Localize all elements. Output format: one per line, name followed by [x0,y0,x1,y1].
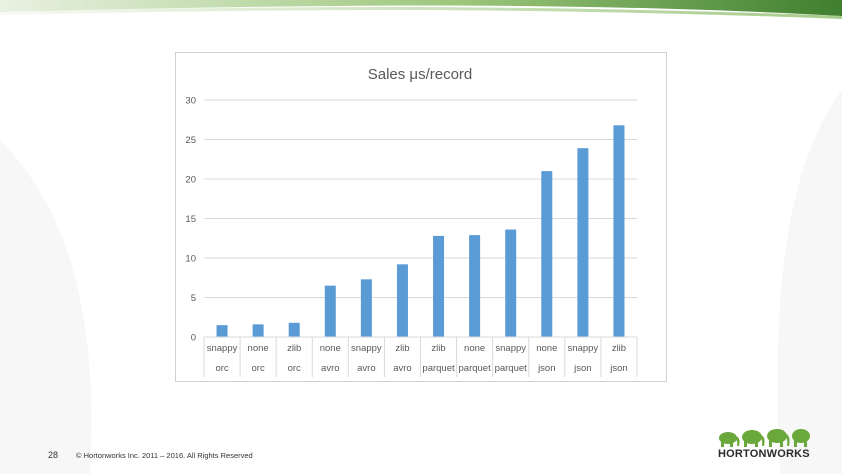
bar [252,324,264,337]
y-tick-label: 0 [191,333,196,344]
x-category-compression-label: none [464,343,485,354]
x-axis-category-table: snappy orc none orc zlib orc none avro snappy avr… [203,336,638,377]
x-category-format-label: parquet [459,363,492,374]
x-category-compression-label: snappy [351,343,382,354]
bar-chart: Sales μs/record 0 5 10 15 20 25 30 snappy orc no… [185,66,638,377]
bar [613,125,625,337]
chart-frame: Sales μs/record 0 5 10 15 20 25 30 snappy orc no… [175,52,667,382]
x-category-compression-label: none [248,343,269,354]
bar [324,285,336,337]
x-category-format-label: avro [393,363,411,374]
x-category-compression-label: snappy [495,343,526,354]
bar [360,279,372,337]
x-category-format-label: parquet [422,363,455,374]
bar [577,148,589,337]
x-category-format-label: json [573,363,591,374]
bars [216,125,625,337]
logo-wordmark: HORTONWORKS [718,448,810,460]
x-category-compression-label: snappy [207,343,238,354]
y-tick-label: 5 [191,293,196,304]
x-category-format-label: json [537,363,555,374]
bar [216,325,228,337]
y-tick-label: 15 [185,214,196,225]
bar [541,171,553,337]
x-category-format-label: json [609,363,627,374]
x-category-compression-label: zlib [287,343,301,354]
bar [433,235,445,337]
copyright-notice: © Hortonworks Inc. 2011 – 2016. All Righ… [76,451,253,460]
bar [396,264,408,337]
y-tick-label: 10 [185,254,196,265]
x-category-compression-label: zlib [431,343,445,354]
x-category-compression-label: snappy [568,343,599,354]
y-tick-label: 20 [185,175,196,186]
page-number: 28 [48,450,59,460]
x-category-format-label: avro [357,363,375,374]
x-category-format-label: orc [215,363,228,374]
y-tick-label: 25 [185,135,196,146]
gridlines [204,99,637,338]
x-category-format-label: parquet [495,363,528,374]
hortonworks-elephants-logo-icon [719,429,810,447]
x-category-compression-label: zlib [612,343,626,354]
bar [469,235,481,337]
y-axis-tick-labels: 0 5 10 15 20 25 30 [185,96,196,344]
bar [288,322,300,337]
x-category-format-label: orc [252,363,265,374]
x-category-format-label: orc [288,363,301,374]
y-tick-label: 30 [185,96,196,107]
bar [505,229,517,337]
x-category-compression-label: none [320,343,341,354]
x-category-format-label: avro [321,363,339,374]
chart-title: Sales μs/record [368,66,473,83]
x-category-compression-label: none [536,343,557,354]
x-category-compression-label: zlib [395,343,409,354]
